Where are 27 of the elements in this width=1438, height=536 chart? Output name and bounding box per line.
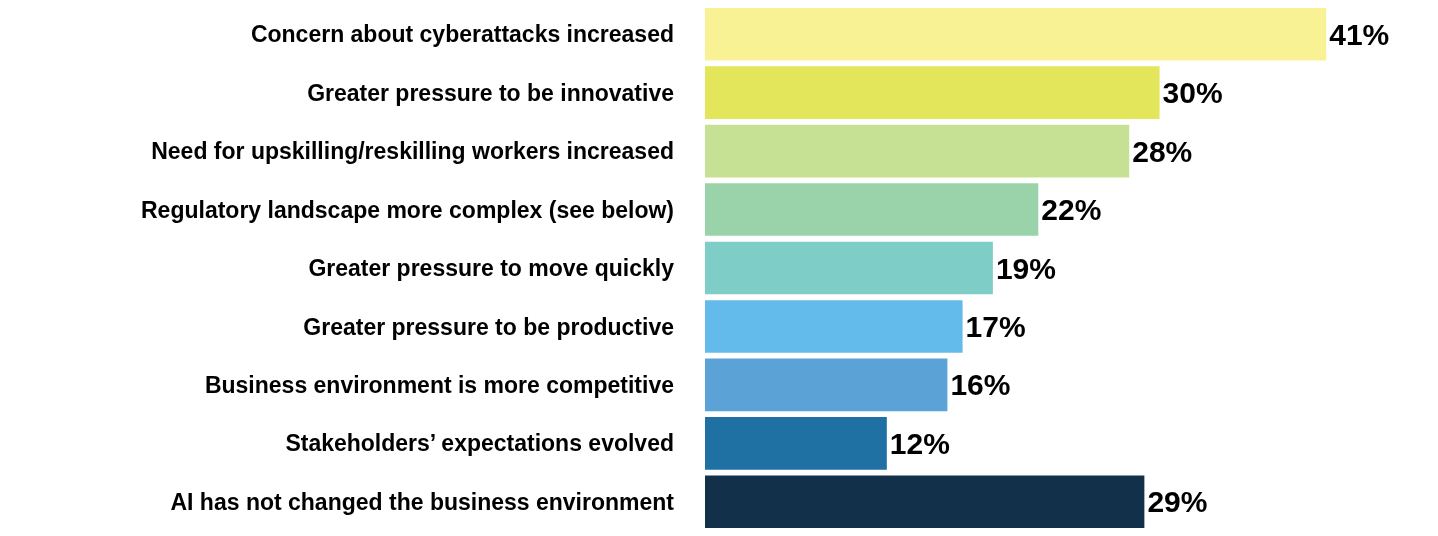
y-tick-label: Business environment is more competitive [204, 371, 674, 398]
y-tick-label: AI has not changed the business environment [170, 488, 675, 515]
y-tick-label: Concern about cyberattacks increased [250, 21, 674, 48]
bar [705, 358, 948, 412]
y-tick-label: Regulatory landscape more complex (see below) [141, 196, 674, 223]
bar [705, 475, 1145, 529]
data-label: 17% [965, 309, 1026, 343]
bar [705, 183, 1039, 236]
data-label: 41% [1329, 17, 1390, 51]
bar [705, 124, 1130, 178]
data-label: 30% [1162, 76, 1223, 110]
bar [705, 241, 993, 295]
data-label: 28% [1132, 134, 1193, 168]
bar [705, 300, 963, 353]
bar [705, 66, 1160, 119]
data-label: 12% [889, 426, 950, 460]
bar [705, 7, 1327, 61]
data-label: 19% [995, 251, 1056, 285]
data-label: 22% [1041, 193, 1102, 227]
data-label: 29% [1147, 485, 1208, 519]
y-tick-label: Greater pressure to be productive [303, 313, 674, 340]
bar [705, 417, 887, 470]
y-tick-label: Need for upskilling/reskilling workers increased [151, 138, 674, 165]
data-label: 16% [950, 368, 1011, 402]
y-tick-label: Greater pressure to be innovative [307, 79, 674, 106]
y-tick-label: Stakeholders’ expectations evolved [285, 430, 674, 457]
y-tick-label: Greater pressure to move quickly [308, 255, 675, 282]
